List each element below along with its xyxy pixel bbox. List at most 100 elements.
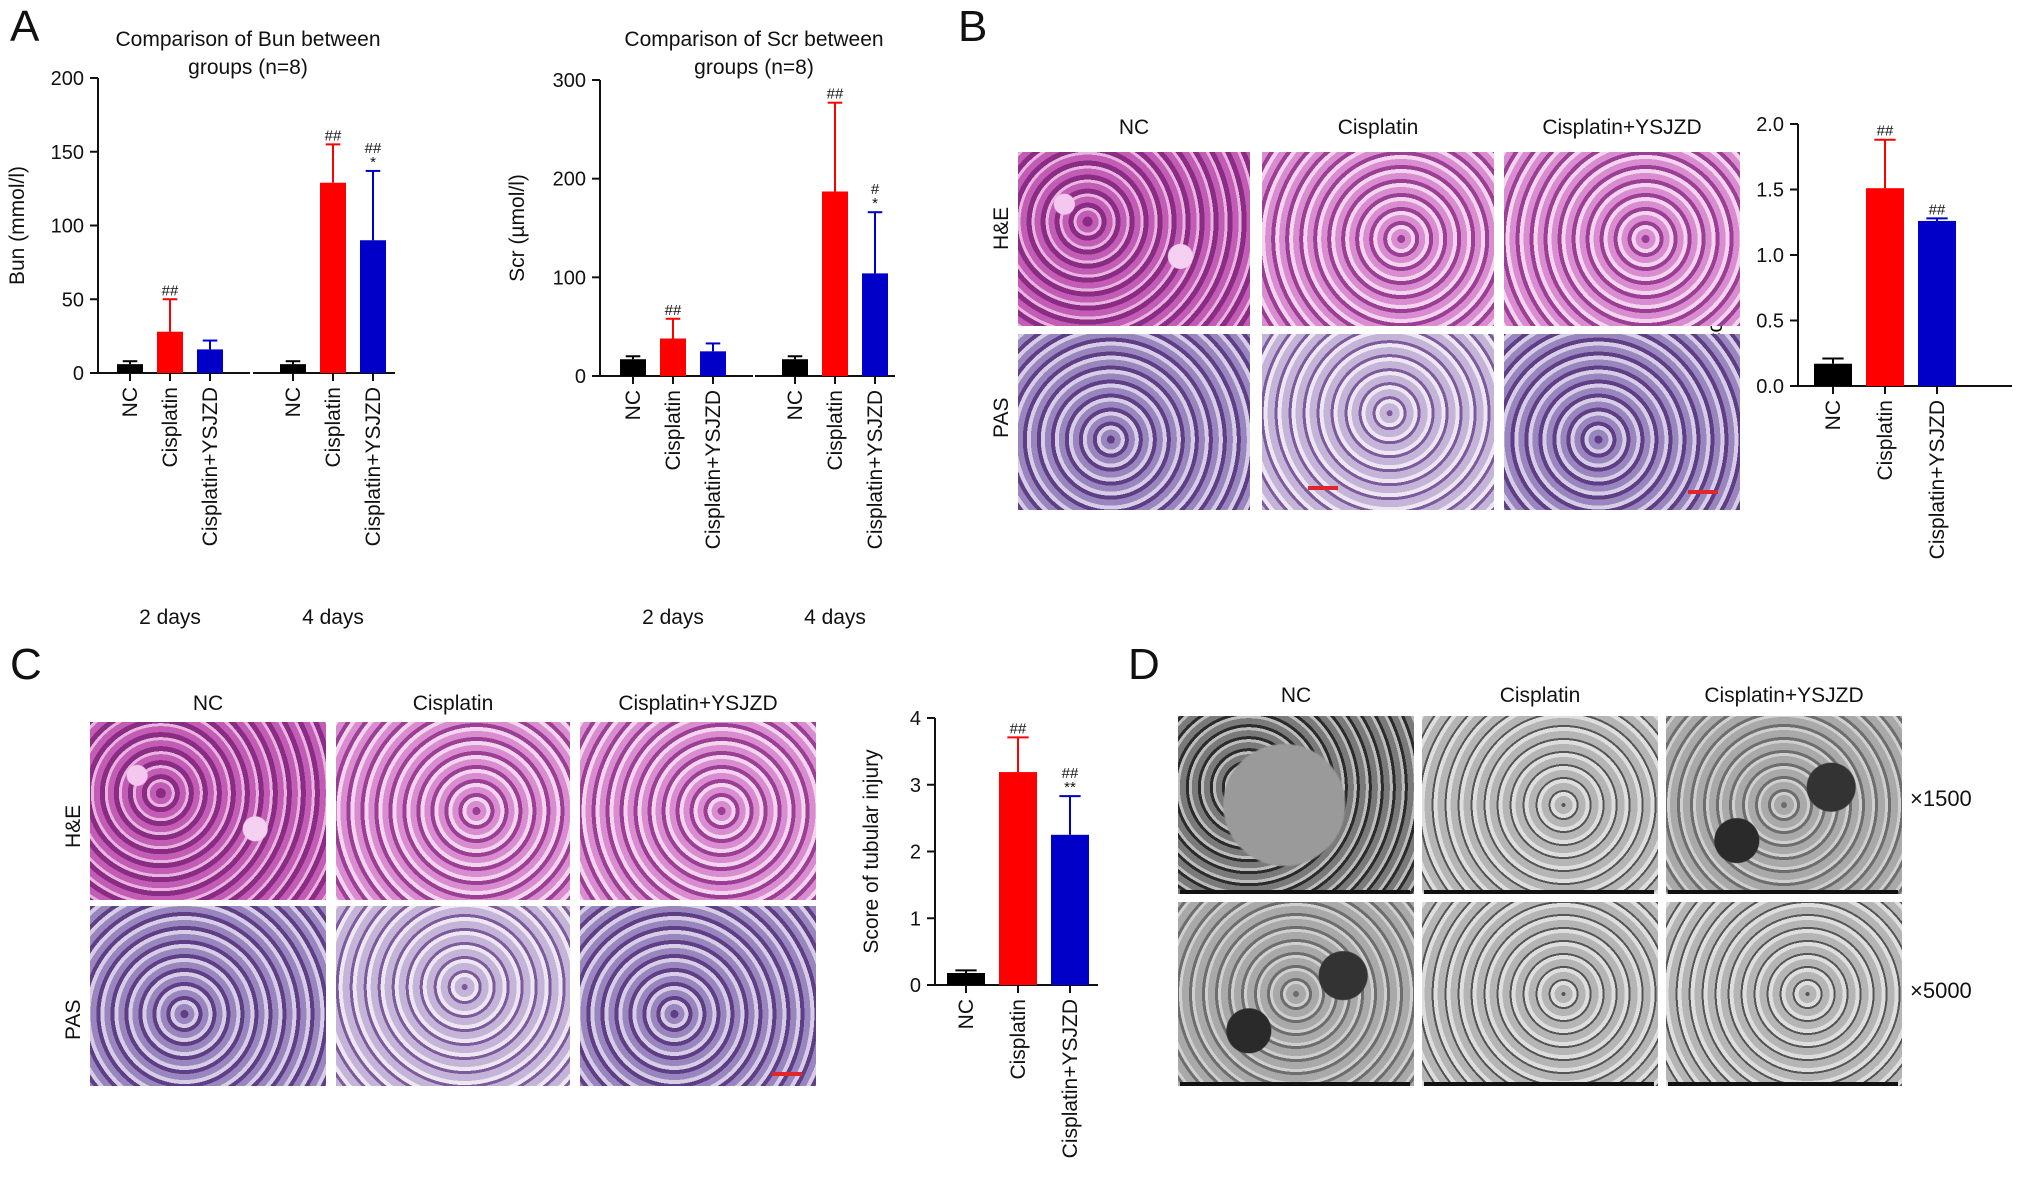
chart-b_score-y-tick-label: 0.5 bbox=[1756, 311, 1784, 333]
chart-bun-bar bbox=[280, 364, 306, 373]
em-image-cisplatin-1500 bbox=[1422, 716, 1658, 894]
panel-b-row-label: H&E bbox=[990, 206, 1013, 250]
scale-bar bbox=[1668, 1082, 1898, 1086]
chart-c_score-bar bbox=[999, 772, 1037, 985]
chart-bun-category-label: Cisplatin bbox=[322, 387, 345, 468]
micrograph-b-pas-cisplatin bbox=[1262, 334, 1494, 510]
panel-d-column-label: Cisplatin bbox=[1499, 684, 1581, 707]
scale-bar bbox=[1180, 890, 1410, 894]
chart-scr-category-label: NC bbox=[784, 390, 807, 420]
panel-c-row-label: PAS bbox=[62, 999, 85, 1040]
micrograph-c-pas-ysjzd bbox=[580, 906, 816, 1086]
micrograph-b-he-nc bbox=[1018, 152, 1250, 326]
chart-c_score-y-tick-label: 2 bbox=[910, 842, 921, 864]
chart-scr-bar bbox=[782, 359, 808, 376]
chart-bun-bar-significance: ## bbox=[365, 140, 382, 157]
scale-bar bbox=[772, 1072, 802, 1076]
chart-bun-y-tick-label: 150 bbox=[51, 142, 84, 164]
scale-bar bbox=[1688, 490, 1718, 494]
chart-bun-category-label: NC bbox=[282, 387, 305, 417]
chart-b_score-bar bbox=[1814, 363, 1852, 386]
chart-scr-y-tick-label: 200 bbox=[553, 169, 586, 191]
panel-letter-b: B bbox=[958, 2, 988, 51]
chart-scr-bar-significance: ## bbox=[827, 86, 844, 103]
chart-c_score-y-tick-label: 0 bbox=[910, 975, 921, 997]
micrograph-c-he-cisplatin bbox=[336, 722, 570, 900]
panel-letter-d: D bbox=[1128, 640, 1160, 689]
scale-bar bbox=[1180, 1082, 1410, 1086]
chart-scr-bar bbox=[700, 351, 726, 376]
chart-b_score-category-label: Cisplatin bbox=[1874, 400, 1897, 481]
scale-bar bbox=[1424, 890, 1654, 894]
chart-b_score-y-tick-label: 2.0 bbox=[1756, 114, 1784, 136]
em-image-cisplatin-5000 bbox=[1422, 902, 1658, 1086]
chart-bun-bar bbox=[320, 182, 346, 373]
chart-scr-bar-significance: * bbox=[872, 195, 878, 212]
micrograph-b-he-cisplatin bbox=[1262, 152, 1494, 326]
chart-scr-y-label: Scr (µmol/l) bbox=[506, 174, 529, 282]
chart-scr-y-tick-label: 300 bbox=[553, 70, 586, 92]
scale-bar bbox=[1308, 486, 1338, 490]
chart-b_score-bar-significance: ## bbox=[1877, 123, 1894, 140]
panel-letter-c: C bbox=[10, 640, 42, 689]
chart-b_score-y-tick-label: 1.5 bbox=[1756, 180, 1784, 202]
micrograph-c-pas-nc bbox=[90, 906, 326, 1086]
chart-bun-y-tick-label: 50 bbox=[62, 289, 84, 311]
chart-c_score-category-label: NC bbox=[955, 999, 978, 1029]
chart-scr-bar-significance: # bbox=[871, 181, 880, 198]
chart-b_score-category-label: Cisplatin+YSJZD bbox=[1926, 400, 1949, 559]
panel-letter-a: A bbox=[10, 2, 40, 51]
panel-c-column-label: NC bbox=[192, 692, 224, 715]
chart-bun-bar bbox=[117, 364, 143, 373]
chart-bun-category-label: Cisplatin bbox=[159, 387, 182, 468]
em-image-ysjzd-1500 bbox=[1666, 716, 1902, 894]
panel-b-row-label: PAS bbox=[990, 397, 1013, 438]
chart-scr-bar bbox=[660, 338, 686, 376]
chart-bun-bar-significance: ## bbox=[162, 282, 179, 299]
chart-bun-bar bbox=[360, 240, 386, 373]
chart-scr-bar bbox=[620, 359, 646, 376]
micrograph-c-pas-cisplatin bbox=[336, 906, 570, 1086]
chart-bun-category-label: NC bbox=[119, 387, 142, 417]
scale-bar bbox=[1668, 890, 1898, 894]
chart-scr-bar-significance: ## bbox=[665, 302, 682, 319]
chart-bun-y-tick-label: 200 bbox=[51, 68, 84, 90]
chart-b_score-y-tick-label: 0.0 bbox=[1756, 376, 1784, 398]
chart-bun-category-label: Cisplatin+YSJZD bbox=[362, 387, 385, 546]
chart-scr-y-tick-label: 0 bbox=[575, 366, 586, 388]
em-image-nc-1500 bbox=[1178, 716, 1414, 894]
micrograph-c-he-nc bbox=[90, 722, 326, 900]
panel-c-column-label: Cisplatin bbox=[412, 692, 494, 715]
chart-c_score-y-tick-label: 4 bbox=[910, 708, 921, 730]
chart-scr-category-label: Cisplatin bbox=[662, 390, 685, 471]
panel-b-column-label: Cisplatin bbox=[1337, 116, 1419, 139]
chart-c_score-y-label: Score of tubular injury bbox=[860, 749, 883, 954]
chart-b_score-y-tick-label: 1.0 bbox=[1756, 245, 1784, 267]
chart-c_score-bar bbox=[1051, 834, 1089, 985]
chart-scr-group-label: 2 days bbox=[642, 606, 704, 629]
micrograph-c-he-ysjzd bbox=[580, 722, 816, 900]
chart-bun-bar-significance: * bbox=[370, 154, 376, 171]
chart-bun-group-label: 2 days bbox=[139, 606, 201, 629]
chart-bun-group-label: 4 days bbox=[302, 606, 364, 629]
panel-c-column-label: Cisplatin+YSJZD bbox=[618, 692, 778, 715]
chart-c_score-y-tick-label: 1 bbox=[910, 908, 921, 930]
chart-c_score-y-tick-label: 3 bbox=[910, 775, 921, 797]
chart-c_score-bar-significance: ## bbox=[1062, 765, 1079, 782]
em-image-ysjzd-5000 bbox=[1666, 902, 1902, 1086]
chart-scr-bar bbox=[822, 191, 848, 376]
chart-scr-category-label: Cisplatin bbox=[824, 390, 847, 471]
micrograph-b-pas-nc bbox=[1018, 334, 1250, 510]
em-image-nc-5000 bbox=[1178, 902, 1414, 1086]
chart-bun-y-label: Bun (mmol/l) bbox=[6, 166, 29, 285]
chart-scr-y-tick-label: 100 bbox=[553, 267, 586, 289]
panel-b-column-label: Cisplatin+YSJZD bbox=[1542, 116, 1702, 139]
panel-c-row-label: H&E bbox=[62, 804, 85, 848]
chart-scr-category-label: Cisplatin+YSJZD bbox=[702, 390, 725, 549]
chart-b_score-category-label: NC bbox=[1822, 400, 1845, 430]
chart-bun-title: groups (n=8) bbox=[188, 56, 308, 79]
chart-scr-group-label: 4 days bbox=[804, 606, 866, 629]
chart-scr-category-label: NC bbox=[622, 390, 645, 420]
chart-bun-category-label: Cisplatin+YSJZD bbox=[199, 387, 222, 546]
